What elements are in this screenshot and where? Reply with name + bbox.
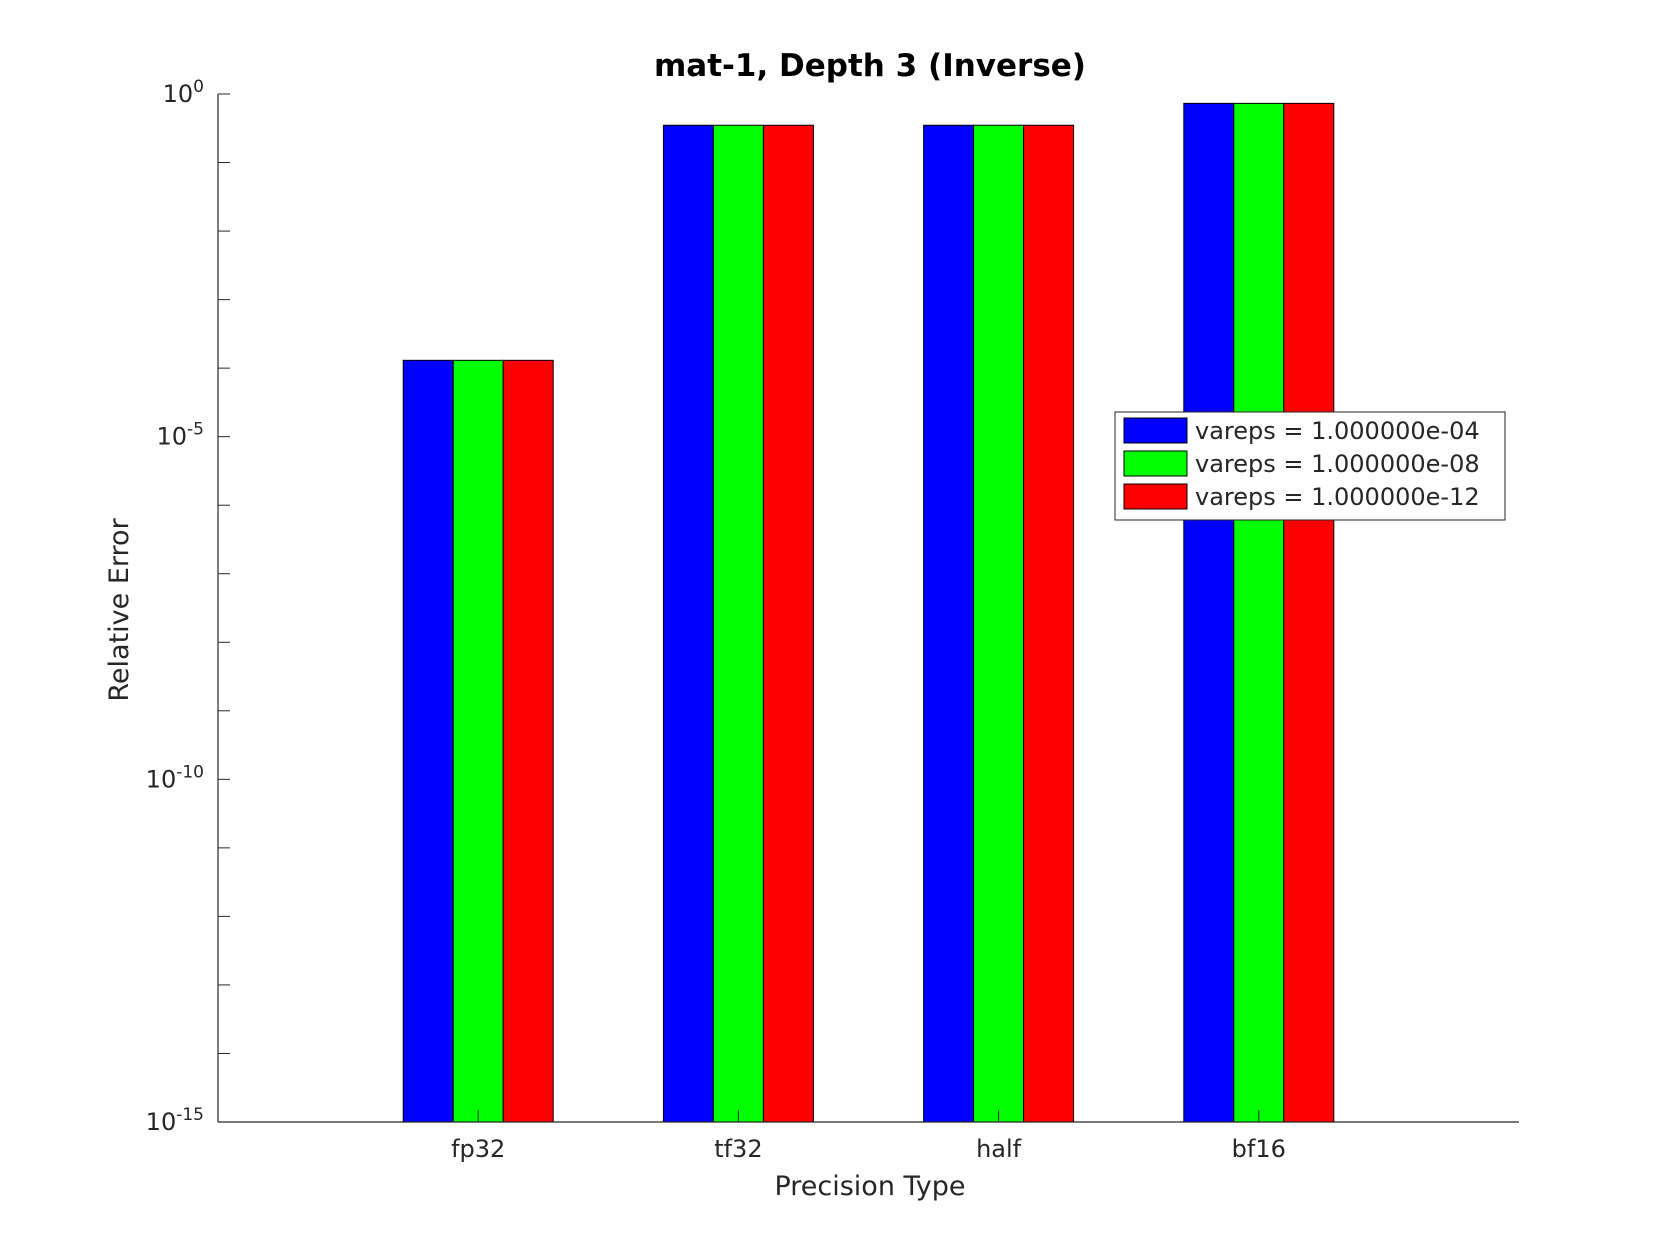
x-tick-label-tf32: tf32 xyxy=(714,1135,762,1163)
bar-half-series-1 xyxy=(923,124,975,1123)
bar-bf16-series-2 xyxy=(1233,102,1285,1123)
legend-swatch-1 xyxy=(1123,417,1188,444)
y-tick-label-10e-15: 10-15 xyxy=(146,1105,204,1136)
bar-fp32-series-2 xyxy=(452,359,504,1123)
bar-half-series-3 xyxy=(1023,124,1075,1123)
legend-label-3: vareps = 1.000000e-12 xyxy=(1195,483,1480,511)
bar-fp32-series-1 xyxy=(402,359,454,1123)
bar-tf32-series-3 xyxy=(762,124,814,1123)
axes-layer: fp32 tf32 half bf16 100 10-5 10-10 10-15 xyxy=(146,77,1519,1163)
bar-bf16-series-3 xyxy=(1283,102,1335,1123)
x-tick-label-half: half xyxy=(976,1135,1022,1163)
bar-bf16-series-1 xyxy=(1183,102,1235,1123)
bar-tf32-series-2 xyxy=(712,124,764,1123)
legend: vareps = 1.000000e-04 vareps = 1.000000e-… xyxy=(1114,411,1506,521)
bar-tf32-series-1 xyxy=(662,124,714,1123)
bars-layer xyxy=(402,102,1335,1123)
bar-half-series-2 xyxy=(973,124,1025,1123)
y-axis-label: Relative Error xyxy=(104,517,135,701)
legend-swatch-3 xyxy=(1123,483,1188,510)
x-axis-label: Precision Type xyxy=(774,1171,965,1202)
chart-title: mat-1, Depth 3 (Inverse) xyxy=(654,48,1086,84)
y-tick-label-10e0: 100 xyxy=(163,77,204,108)
legend-swatch-2 xyxy=(1123,450,1188,477)
legend-label-2: vareps = 1.000000e-08 xyxy=(1195,450,1480,478)
legend-label-1: vareps = 1.000000e-04 xyxy=(1195,417,1480,445)
bar-fp32-series-3 xyxy=(502,359,554,1123)
y-tick-label-10e-10: 10-10 xyxy=(146,762,204,793)
y-tick-label-10e-5: 10-5 xyxy=(157,420,205,451)
x-tick-label-bf16: bf16 xyxy=(1232,1135,1286,1163)
x-tick-label-fp32: fp32 xyxy=(451,1135,505,1163)
